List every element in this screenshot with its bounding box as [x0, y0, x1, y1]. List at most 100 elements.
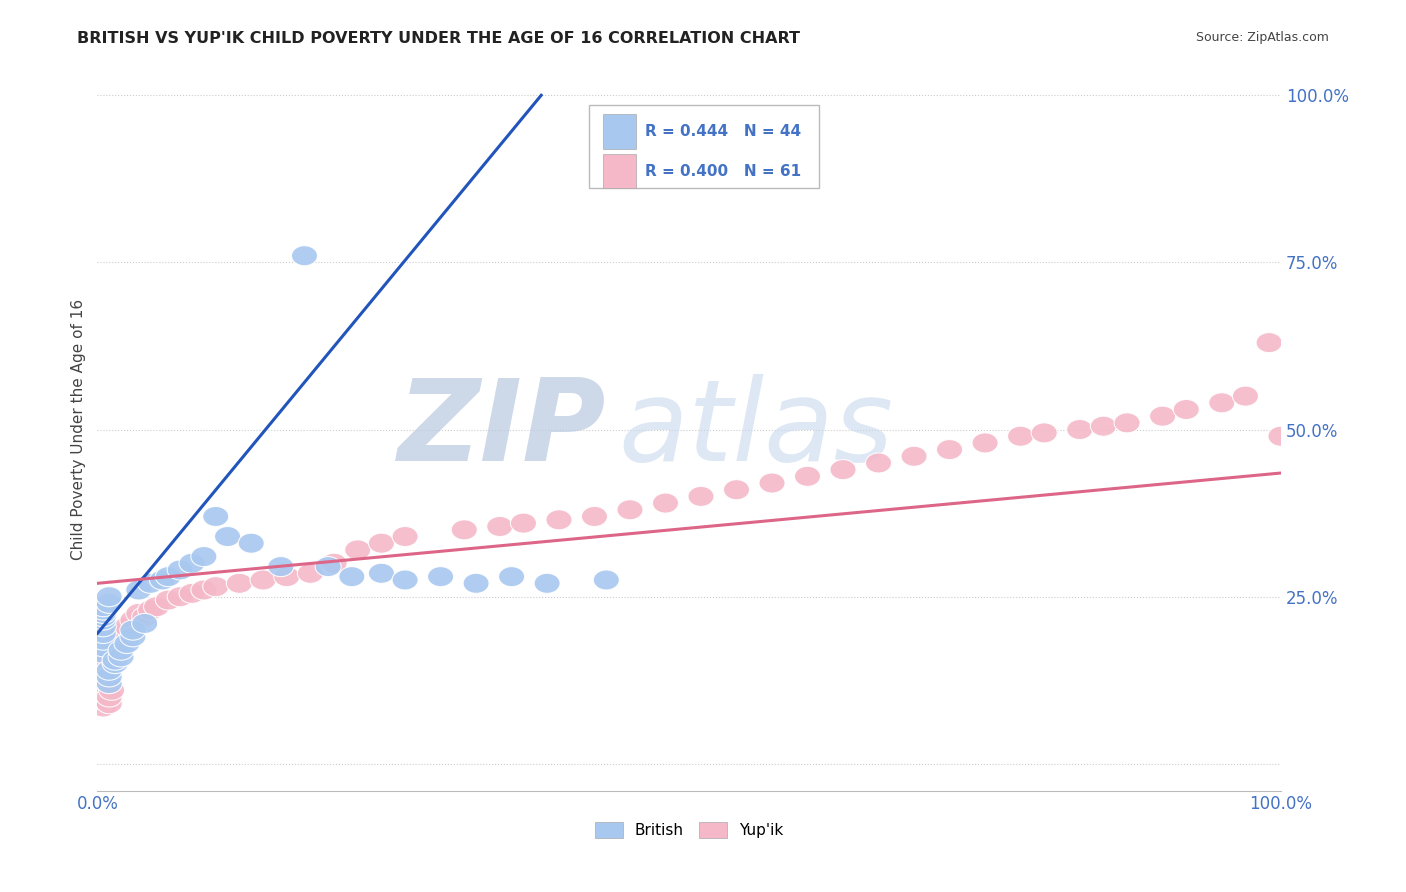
- Ellipse shape: [510, 513, 537, 533]
- Ellipse shape: [1091, 417, 1116, 436]
- Ellipse shape: [90, 637, 117, 657]
- Ellipse shape: [155, 566, 181, 587]
- Ellipse shape: [226, 574, 253, 593]
- Ellipse shape: [96, 667, 122, 687]
- Ellipse shape: [90, 657, 117, 677]
- Ellipse shape: [1008, 426, 1033, 446]
- Ellipse shape: [138, 600, 163, 620]
- Ellipse shape: [191, 580, 217, 600]
- Text: atlas: atlas: [619, 374, 893, 485]
- Ellipse shape: [368, 563, 395, 583]
- Ellipse shape: [339, 566, 364, 587]
- Ellipse shape: [90, 677, 117, 697]
- Ellipse shape: [901, 446, 927, 467]
- Ellipse shape: [759, 473, 785, 493]
- Ellipse shape: [120, 610, 146, 630]
- Ellipse shape: [652, 493, 679, 513]
- Ellipse shape: [114, 633, 141, 654]
- Ellipse shape: [90, 690, 117, 710]
- Ellipse shape: [125, 603, 152, 624]
- Ellipse shape: [724, 480, 749, 500]
- Ellipse shape: [90, 670, 117, 690]
- Ellipse shape: [138, 574, 163, 593]
- Ellipse shape: [202, 507, 229, 526]
- Ellipse shape: [546, 509, 572, 530]
- Ellipse shape: [90, 630, 117, 650]
- Ellipse shape: [179, 553, 205, 574]
- Ellipse shape: [1150, 406, 1175, 426]
- Ellipse shape: [90, 603, 117, 624]
- Ellipse shape: [830, 459, 856, 480]
- Ellipse shape: [1209, 392, 1234, 413]
- Ellipse shape: [143, 597, 170, 616]
- Ellipse shape: [344, 540, 371, 560]
- Ellipse shape: [105, 630, 132, 650]
- Ellipse shape: [90, 616, 117, 637]
- Ellipse shape: [132, 614, 157, 633]
- Ellipse shape: [167, 587, 193, 607]
- FancyBboxPatch shape: [589, 104, 820, 187]
- Ellipse shape: [94, 650, 120, 670]
- Ellipse shape: [155, 590, 181, 610]
- Ellipse shape: [125, 580, 152, 600]
- Ellipse shape: [582, 507, 607, 526]
- Ellipse shape: [1233, 386, 1258, 406]
- Ellipse shape: [315, 557, 342, 576]
- FancyBboxPatch shape: [603, 153, 636, 188]
- Ellipse shape: [191, 547, 217, 566]
- Ellipse shape: [1268, 426, 1294, 446]
- Ellipse shape: [132, 607, 157, 627]
- Ellipse shape: [90, 643, 117, 664]
- Ellipse shape: [238, 533, 264, 553]
- Ellipse shape: [96, 687, 122, 707]
- Ellipse shape: [794, 467, 821, 486]
- Ellipse shape: [90, 610, 117, 630]
- Ellipse shape: [1031, 423, 1057, 443]
- Ellipse shape: [103, 654, 128, 673]
- Ellipse shape: [90, 607, 117, 627]
- Text: ZIP: ZIP: [398, 374, 606, 485]
- Ellipse shape: [215, 526, 240, 547]
- Ellipse shape: [463, 574, 489, 593]
- Text: R = 0.444   N = 44: R = 0.444 N = 44: [645, 124, 801, 138]
- Ellipse shape: [534, 574, 560, 593]
- Ellipse shape: [1256, 333, 1282, 352]
- Ellipse shape: [866, 453, 891, 473]
- Ellipse shape: [267, 557, 294, 576]
- Ellipse shape: [90, 597, 117, 616]
- Ellipse shape: [108, 640, 134, 660]
- Ellipse shape: [617, 500, 643, 520]
- Ellipse shape: [114, 616, 141, 637]
- Ellipse shape: [96, 593, 122, 614]
- Legend: British, Yup'ik: British, Yup'ik: [589, 816, 789, 845]
- Ellipse shape: [368, 533, 395, 553]
- Ellipse shape: [103, 637, 128, 657]
- FancyBboxPatch shape: [603, 114, 636, 149]
- Ellipse shape: [90, 624, 117, 643]
- Ellipse shape: [298, 563, 323, 583]
- Ellipse shape: [90, 600, 117, 620]
- Ellipse shape: [149, 570, 176, 590]
- Ellipse shape: [392, 526, 418, 547]
- Ellipse shape: [392, 570, 418, 590]
- Ellipse shape: [688, 486, 714, 507]
- Ellipse shape: [96, 660, 122, 681]
- Ellipse shape: [451, 520, 477, 540]
- Ellipse shape: [486, 516, 513, 536]
- Ellipse shape: [1067, 419, 1092, 440]
- Y-axis label: Child Poverty Under the Age of 16: Child Poverty Under the Age of 16: [72, 299, 86, 560]
- Ellipse shape: [90, 664, 117, 683]
- Ellipse shape: [291, 245, 318, 266]
- Ellipse shape: [120, 620, 146, 640]
- Ellipse shape: [936, 440, 963, 459]
- Ellipse shape: [202, 576, 229, 597]
- Text: BRITISH VS YUP'IK CHILD POVERTY UNDER THE AGE OF 16 CORRELATION CHART: BRITISH VS YUP'IK CHILD POVERTY UNDER TH…: [77, 31, 800, 46]
- Ellipse shape: [250, 570, 276, 590]
- Ellipse shape: [427, 566, 454, 587]
- Ellipse shape: [972, 433, 998, 453]
- Ellipse shape: [120, 627, 146, 647]
- Ellipse shape: [103, 643, 128, 664]
- Ellipse shape: [108, 647, 134, 667]
- Ellipse shape: [90, 697, 117, 717]
- Ellipse shape: [108, 624, 134, 643]
